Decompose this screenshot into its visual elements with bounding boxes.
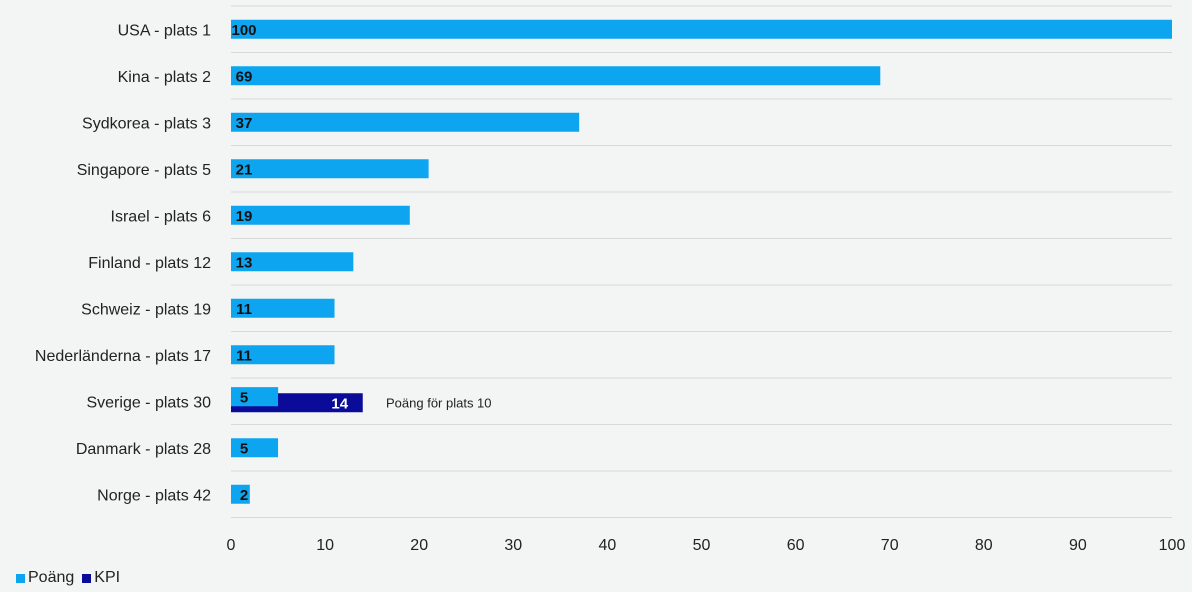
data-label-poang-nederl-nderna-plats-17: 11 <box>236 347 252 364</box>
x-tick-label-30: 30 <box>504 537 522 554</box>
data-label-poang-finland-plats-12: 13 <box>236 254 253 271</box>
bar-chart: USA - plats 1 Kina - plats 2 Sydkorea - pl… <box>35 5 1186 554</box>
legend-item-kpi: KPI <box>82 569 120 587</box>
category-label-israel-plats-6: Israel - plats 6 <box>111 208 212 225</box>
annotation-po-ng-f-r-plats-10: Poäng för plats 10 <box>386 395 492 410</box>
category-label-nederl-nderna-plats-17: Nederländerna - plats 17 <box>35 348 211 365</box>
x-tick-label-20: 20 <box>410 537 428 554</box>
data-label-poang-israel-plats-6: 19 <box>236 208 253 225</box>
legend: Poäng KPI <box>16 569 128 587</box>
data-label-poang-danmark-plats-28: 5 <box>240 440 248 457</box>
legend-label-poang: Poäng <box>28 569 75 586</box>
x-tick-label-60: 60 <box>787 537 805 554</box>
x-tick-label-90: 90 <box>1069 537 1087 554</box>
bars <box>231 19 1172 504</box>
data-label-poang-schweiz-plats-19: 11 <box>236 301 252 318</box>
category-label-usa-plats-1: USA - plats 1 <box>118 22 211 39</box>
bar-poang-danmark-plats-28 <box>231 438 279 458</box>
category-label-finland-plats-12: Finland - plats 12 <box>88 255 211 272</box>
data-label-poang-usa-plats-1: 100 <box>231 22 256 39</box>
category-label-kina-plats-2: Kina - plats 2 <box>118 69 211 86</box>
bar-poang-norge-plats-42 <box>231 484 250 504</box>
x-tick-label-0: 0 <box>227 537 236 554</box>
bar-poang-schweiz-plats-19 <box>231 298 335 318</box>
legend-item-poang: Poäng <box>16 569 74 587</box>
bar-poang-singapore-plats-5 <box>231 159 429 179</box>
data-label-poang-sverige-plats-30: 5 <box>240 389 248 406</box>
grid-lines <box>231 5 1172 518</box>
x-tick-label-100: 100 <box>1159 537 1186 554</box>
legend-swatch-poang <box>16 573 25 583</box>
category-label-danmark-plats-28: Danmark - plats 28 <box>76 441 211 458</box>
category-label-sverige-plats-30: Sverige - plats 30 <box>86 394 211 411</box>
bar-poang-sydkorea-plats-3 <box>231 112 580 132</box>
annotations: Poäng för plats 10 <box>386 395 492 410</box>
data-label-poang-sydkorea-plats-3: 37 <box>236 115 253 132</box>
x-tick-label-70: 70 <box>881 537 899 554</box>
legend-swatch-kpi <box>82 573 92 583</box>
category-labels: USA - plats 1 Kina - plats 2 Sydkorea - pl… <box>35 22 211 504</box>
x-tick-label-10: 10 <box>316 537 334 554</box>
x-tick-label-40: 40 <box>599 537 617 554</box>
category-label-sydkorea-plats-3: Sydkorea - plats 3 <box>82 115 211 132</box>
category-label-schweiz-plats-19: Schweiz - plats 19 <box>81 301 211 318</box>
bar-poang-finland-plats-12 <box>231 252 354 272</box>
bar-poang-israel-plats-6 <box>231 205 410 225</box>
legend-label-kpi: KPI <box>94 569 121 586</box>
data-labels: 100 69 37 21 19 13 11 11 5 14 5 2 <box>231 22 348 504</box>
x-axis-ticks: 0 10 20 30 40 50 60 70 80 90 100 <box>227 537 1186 554</box>
data-label-poang-kina-plats-2: 69 <box>236 68 253 85</box>
category-label-singapore-plats-5: Singapore - plats 5 <box>77 162 211 179</box>
data-label-poang-norge-plats-42: 2 <box>240 487 248 504</box>
category-label-norge-plats-42: Norge - plats 42 <box>97 487 211 504</box>
x-tick-label-80: 80 <box>975 537 993 554</box>
bar-poang-overlay-sverige-plats-30 <box>231 387 279 407</box>
bar-poang-nederl-nderna-plats-17 <box>231 345 335 365</box>
data-label-kpi-sverige-plats-30: 14 <box>331 395 348 412</box>
x-tick-label-50: 50 <box>693 537 711 554</box>
bar-poang-kina-plats-2 <box>231 66 881 86</box>
data-label-poang-singapore-plats-5: 21 <box>236 161 253 178</box>
bar-poang-usa-plats-1 <box>231 19 1172 39</box>
